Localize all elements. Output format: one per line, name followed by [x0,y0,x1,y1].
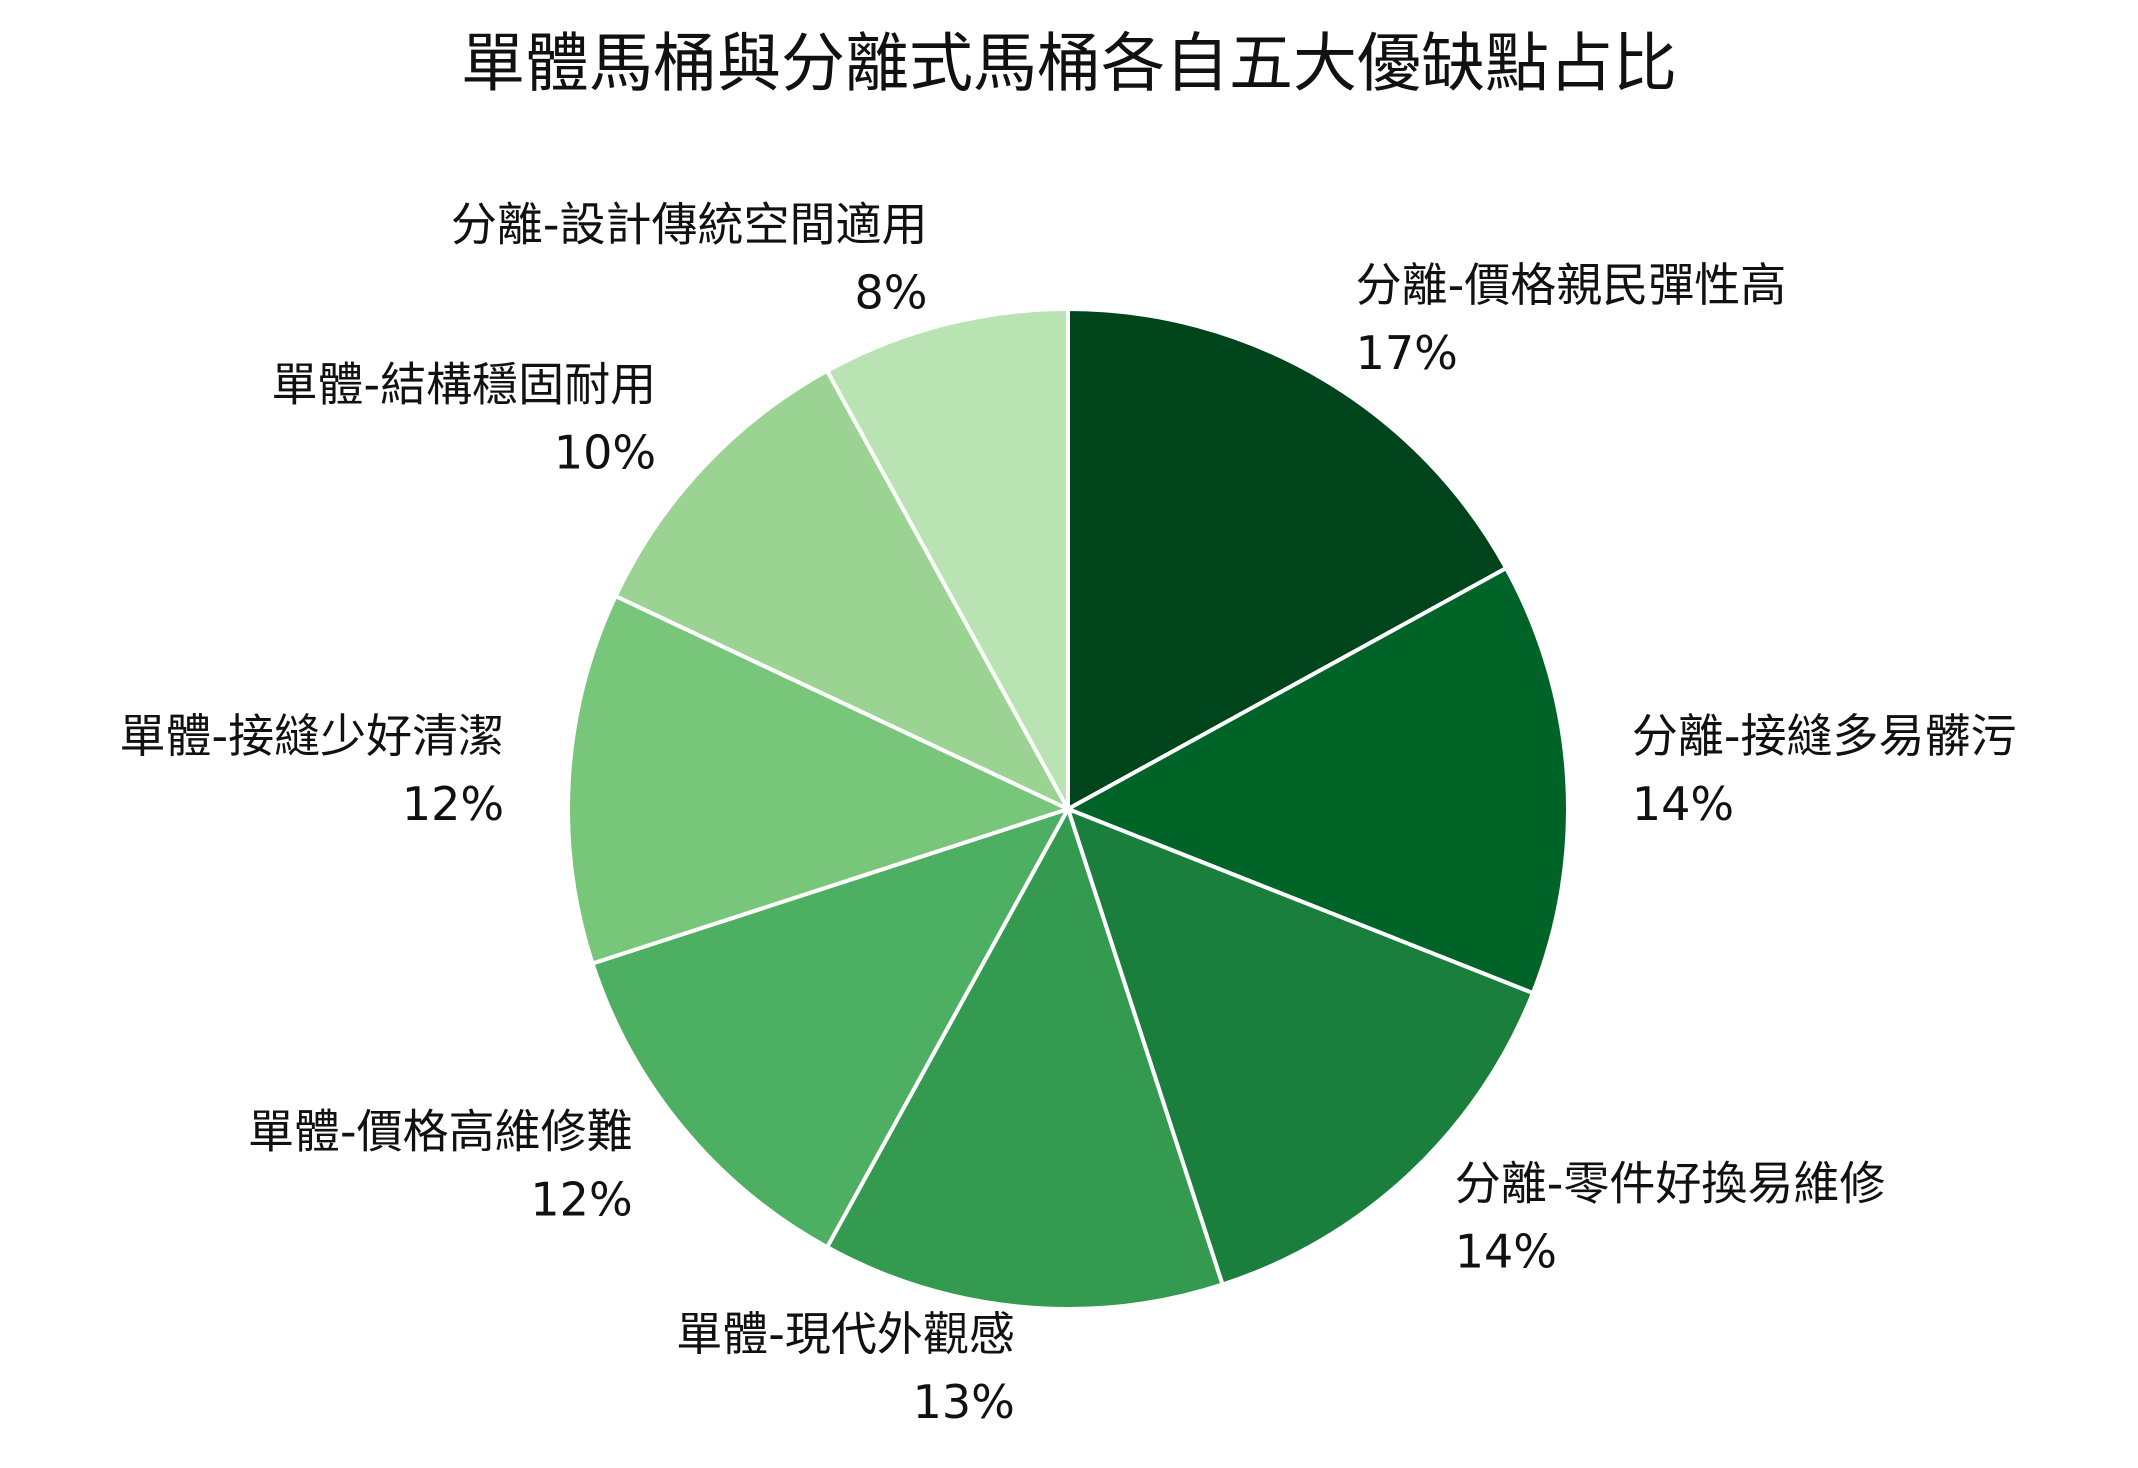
slice-label: 分離-接縫多易髒污 [1632,709,2017,763]
slice-label: 分離-設計傳統空間適用 [451,197,928,251]
pie-slice [824,803,1226,1311]
value-label: 17% [1356,326,1458,380]
value-label: 8% [855,265,928,319]
pie-slice [1066,306,1509,813]
slice-label: 單體-結構穩固耐用 [272,358,657,412]
pie-slice [612,368,1073,814]
slice-label: 單體-現代外觀感 [676,1307,1015,1361]
slice-label: 分離-價格親民彈性高 [1356,258,1787,312]
chart-title: 單體馬桶與分離式馬桶各自五大優缺點占比 [461,28,1677,102]
value-label: 14% [1632,777,1734,831]
slice-label: 分離-零件好換易維修 [1455,1156,1886,1210]
pie-slice [589,805,1073,1250]
slice-label: 單體-價格高維修難 [248,1105,633,1159]
pie-slice [566,593,1074,967]
value-label: 12% [402,777,504,831]
pie-slice [1063,565,1570,996]
value-label: 10% [554,426,656,480]
value-label: 12% [530,1173,632,1227]
pie-slice [824,306,1070,810]
value-label: 13% [913,1375,1015,1429]
slice-label: 單體-接縫少好清潔 [120,709,505,763]
value-label: 14% [1455,1224,1557,1278]
